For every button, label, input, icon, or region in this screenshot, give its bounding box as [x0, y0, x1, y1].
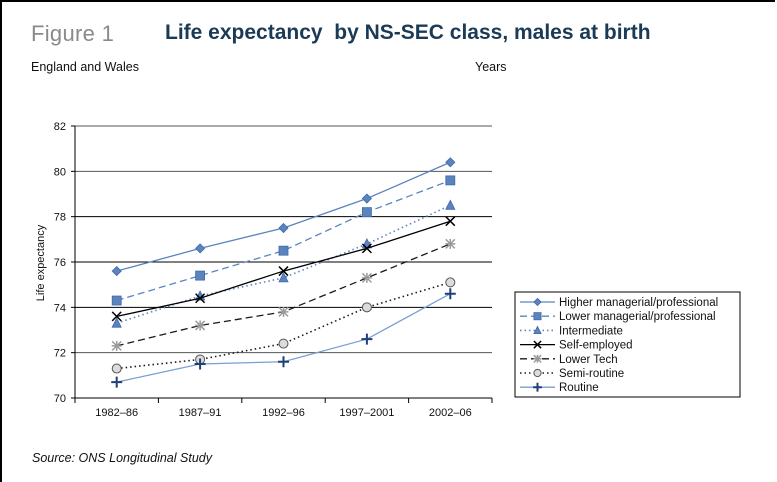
y-axis-label: Life expectancy — [35, 224, 47, 301]
region-subtitle: England and Wales — [31, 60, 139, 74]
legend-label: Self-employed — [559, 340, 633, 352]
series-4 — [111, 238, 456, 351]
data-point — [111, 376, 123, 388]
source-note: Source: ONS Longitudinal Study — [32, 451, 212, 465]
data-point — [278, 356, 289, 368]
legend-item: Semi-routine — [520, 368, 624, 380]
series-line — [116, 220, 451, 318]
data-point — [361, 243, 372, 254]
data-point — [361, 193, 372, 204]
data-point — [278, 271, 289, 283]
legend-item: Intermediate — [520, 325, 623, 337]
data-point — [445, 157, 456, 168]
legend-label: Semi-routine — [559, 368, 624, 380]
data-point — [278, 266, 289, 277]
chart-title: Life expectancy by NS-SEC class, males a… — [165, 21, 651, 44]
legend-item: Routine — [520, 382, 599, 394]
y-tick-label: 70 — [54, 393, 66, 405]
series-group — [111, 157, 456, 388]
data-point — [278, 245, 289, 256]
y-tick-label: 76 — [54, 257, 66, 269]
y-tick-label: 74 — [54, 302, 66, 314]
series-0 — [111, 157, 456, 277]
y-tick-label: 72 — [54, 348, 66, 360]
data-point — [111, 317, 122, 328]
data-point — [111, 340, 122, 351]
legend-label: Higher managerial/professional — [559, 297, 718, 309]
data-point — [195, 293, 206, 304]
square-marker — [533, 312, 542, 321]
data-point — [361, 207, 372, 218]
x-tick-label: 2002–06 — [429, 407, 472, 419]
data-point — [111, 295, 122, 306]
data-point — [195, 270, 206, 281]
data-point — [278, 222, 289, 234]
legend-label: Lower managerial/professional — [559, 311, 716, 323]
data-point — [195, 320, 206, 331]
data-point — [445, 277, 456, 288]
data-point — [445, 175, 456, 186]
diamond-marker — [533, 297, 542, 307]
asterisk-marker — [533, 354, 542, 363]
series-line — [116, 281, 451, 370]
data-point — [111, 311, 122, 322]
legend-label: Intermediate — [559, 325, 623, 337]
y-tick-label: 82 — [54, 121, 66, 133]
plus-marker — [533, 382, 542, 392]
y-tick-label: 80 — [54, 166, 66, 178]
legend-item: Lower Tech — [520, 354, 618, 366]
legend-label: Routine — [559, 382, 599, 394]
series-3 — [111, 216, 456, 322]
y-tick-label: 78 — [54, 212, 66, 224]
data-point — [444, 288, 456, 300]
data-point — [361, 272, 372, 283]
circle-marker — [533, 368, 542, 378]
data-point — [278, 338, 289, 349]
series-line — [116, 179, 451, 302]
data-point — [445, 216, 456, 227]
legend-item: Higher managerial/professional — [520, 297, 718, 309]
data-point — [111, 363, 122, 374]
series-6 — [111, 288, 456, 388]
triangle-marker — [533, 325, 542, 335]
figure-label: Figure 1 — [31, 21, 115, 46]
series-line — [116, 204, 451, 324]
x-tick-label: 1997–2001 — [339, 407, 394, 419]
data-point — [445, 238, 456, 249]
data-point — [195, 243, 206, 254]
data-point — [361, 333, 373, 345]
data-point — [278, 306, 289, 317]
x-tick-label: 1992–96 — [262, 407, 305, 419]
gridlines — [75, 125, 492, 354]
legend: Higher managerial/professional Lower mana… — [514, 291, 741, 398]
data-point — [445, 199, 456, 210]
data-point — [361, 302, 372, 313]
series-1 — [111, 175, 456, 306]
units-subtitle: Years — [475, 60, 507, 74]
legend-item: Self-employed — [520, 340, 633, 352]
legend-item: Lower managerial/professional — [520, 311, 716, 323]
data-point — [111, 266, 122, 277]
axes: 70 72 74 76 78 80 82 1982–86 1987–91 1992–96 1997–… — [54, 121, 493, 419]
legend-label: Lower Tech — [559, 354, 618, 366]
x-tick-label: 1987–91 — [179, 407, 222, 419]
data-point — [361, 237, 373, 249]
x-tick-label: 1982–86 — [95, 407, 138, 419]
series-line — [116, 243, 451, 347]
x-marker — [533, 340, 542, 349]
data-point — [194, 358, 206, 370]
